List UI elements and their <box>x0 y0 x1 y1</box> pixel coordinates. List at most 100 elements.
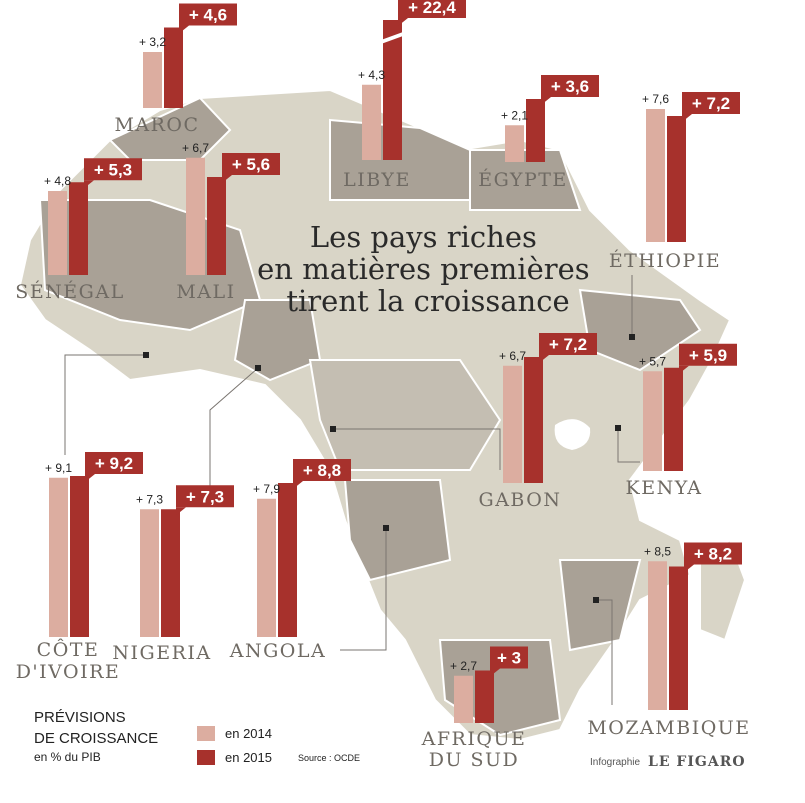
label-2015-cote-d-ivoire: + 9,2 <box>95 454 133 473</box>
country-name-senegal: SÉNÉGAL <box>15 280 124 303</box>
label-2015-kenya: + 5,9 <box>689 346 727 365</box>
label-2015-mali: + 5,6 <box>232 155 270 174</box>
country-name-angola: ANGOLA <box>229 640 326 662</box>
label-2015-libye: + 22,4 <box>408 0 456 17</box>
callout-pointer-ethiopie <box>682 114 692 122</box>
region-maghreb <box>108 96 232 161</box>
label-2015-senegal: + 5,3 <box>94 160 132 179</box>
label-2015-nigeria: + 7,3 <box>186 487 224 506</box>
callout-2015-mozambique <box>684 542 742 565</box>
bar-group-nigeria: + 7,3 + 7,3 NIGERIA <box>112 485 234 664</box>
chart-title: Les pays riches en matières premières ti… <box>257 220 599 318</box>
callout-pointer-kenya <box>679 365 689 374</box>
location-markers <box>143 334 635 603</box>
callout-2015-libye <box>398 0 466 18</box>
leader-line-gabon <box>333 428 501 470</box>
source-note: Source : OCDE <box>298 753 360 763</box>
label-2015-maroc: + 4,6 <box>189 6 227 25</box>
bar-group-mali: + 6,7 + 5,6 MALI <box>176 141 280 303</box>
label-2014-senegal: + 4,8 <box>44 174 71 188</box>
bar-2014-egypte <box>505 125 524 162</box>
label-2014-ethiopie: + 7,6 <box>642 92 669 106</box>
bar-2014-mali <box>186 157 205 275</box>
bar-2014-nigeria <box>140 509 159 637</box>
bar-2014-senegal <box>48 191 67 275</box>
location-marker-gabon <box>330 426 336 432</box>
callout-2015-mali <box>222 153 280 175</box>
axis-break-libye <box>381 28 414 44</box>
label-2015-angola: + 8,8 <box>303 461 341 480</box>
label-2014-kenya: + 5,7 <box>639 354 666 368</box>
label-2015-mozambique: + 8,2 <box>694 545 732 564</box>
label-2014-nigeria: + 7,3 <box>136 492 163 506</box>
bar-2014-gabon <box>503 365 522 483</box>
country-name-afrique-du-sud-line-1: AFRIQUE <box>421 728 527 750</box>
label-2014-egypte: + 2,1 <box>501 108 528 122</box>
legend-subtitle: en % du PIB <box>34 750 101 764</box>
label-2014-afrique-du-sud: + 2,7 <box>450 659 477 673</box>
lake-victoria <box>554 419 591 450</box>
bars-layer: + 3,2 + 4,6 MAROC + 4,3 + 22,4 LIBYE + 2,1 + 3,… <box>15 0 749 771</box>
bar-2014-afrique-du-sud <box>454 675 473 723</box>
credit-brand: LE FIGARO <box>648 754 746 770</box>
callout-2015-afrique-du-sud <box>490 646 528 669</box>
country-name-gabon: GABON <box>479 489 562 511</box>
country-name-cote-d-ivoire-line-1: CÔTE <box>37 638 100 661</box>
bar-2014-maroc <box>143 52 162 108</box>
label-2015-afrique-du-sud: + 3 <box>497 649 521 668</box>
legend-swatch-2014 <box>197 726 215 741</box>
bar-2014-ethiopie <box>646 109 665 242</box>
bar-group-ethiopie: + 7,6 + 7,2 ÉTHIOPIE <box>609 92 740 272</box>
country-name-ethiopie: ÉTHIOPIE <box>609 249 721 272</box>
bar-2015-senegal <box>69 182 88 275</box>
leader-line-nigeria <box>209 367 259 495</box>
bar-group-kenya: + 5,7 + 5,9 KENYA <box>626 343 737 499</box>
callout-pointer-egypte <box>541 97 551 105</box>
label-2014-maroc: + 3,2 <box>139 35 166 49</box>
bar-2015-ethiopie <box>667 116 686 242</box>
leader-line-cote-divoire <box>64 354 146 455</box>
bar-2015-kenya <box>664 367 683 471</box>
label-2014-cote-d-ivoire: + 9,1 <box>45 461 72 475</box>
callout-pointer-senegal <box>84 180 94 189</box>
bar-group-gabon: + 6,7 + 7,2 GABON <box>479 333 597 511</box>
country-name-cote-d-ivoire-line-2: D'IVOIRE <box>16 661 121 683</box>
bar-group-angola: + 7,9 + 8,8 ANGOLA <box>229 459 351 662</box>
leader-lines <box>64 275 640 705</box>
bar-2015-angola <box>278 483 297 637</box>
location-marker-angola <box>383 525 389 531</box>
callout-2015-gabon <box>539 333 597 355</box>
label-2014-angola: + 7,9 <box>253 482 280 496</box>
bar-2015-egypte <box>526 99 545 162</box>
callout-2015-cote-d-ivoire <box>85 452 143 474</box>
location-marker-nigeria <box>255 365 261 371</box>
label-2015-egypte: + 3,6 <box>551 77 589 96</box>
leader-line-mozambique <box>596 599 613 705</box>
region-central <box>308 359 502 471</box>
bar-2014-libye <box>362 84 381 160</box>
credit-label: Infographie <box>590 757 640 768</box>
bar-2014-mozambique <box>648 561 667 710</box>
callout-2015-egypte <box>541 75 599 97</box>
bar-group-senegal: + 4,8 + 5,3 SÉNÉGAL <box>15 158 142 303</box>
location-marker-ethiopie <box>629 334 635 340</box>
bar-group-maroc: + 3,2 + 4,6 MAROC <box>114 3 237 136</box>
legend-label-2014: en 2014 <box>225 726 272 741</box>
bar-2015-mali <box>207 177 226 275</box>
bar-2015-gabon <box>524 357 543 483</box>
region-angola <box>343 479 452 582</box>
country-name-nigeria: NIGERIA <box>112 642 211 664</box>
leader-line-angola <box>340 528 387 651</box>
bar-group-libye: + 4,3 + 22,4 LIBYE <box>343 0 466 191</box>
country-name-egypte: ÉGYPTE <box>478 168 568 191</box>
callout-pointer-cote-d-ivoire <box>85 474 95 482</box>
country-name-afrique-du-sud-line-2: DU SUD <box>429 749 520 771</box>
callout-pointer-maroc <box>179 25 189 34</box>
legend-title-line-2: DE CROISSANCE <box>34 730 158 747</box>
label-2014-mozambique: + 8,5 <box>644 544 671 558</box>
callout-pointer-libye <box>398 18 408 26</box>
leader-line-kenya <box>617 428 640 463</box>
country-name-maroc: MAROC <box>114 114 199 136</box>
callout-2015-nigeria <box>176 485 234 508</box>
